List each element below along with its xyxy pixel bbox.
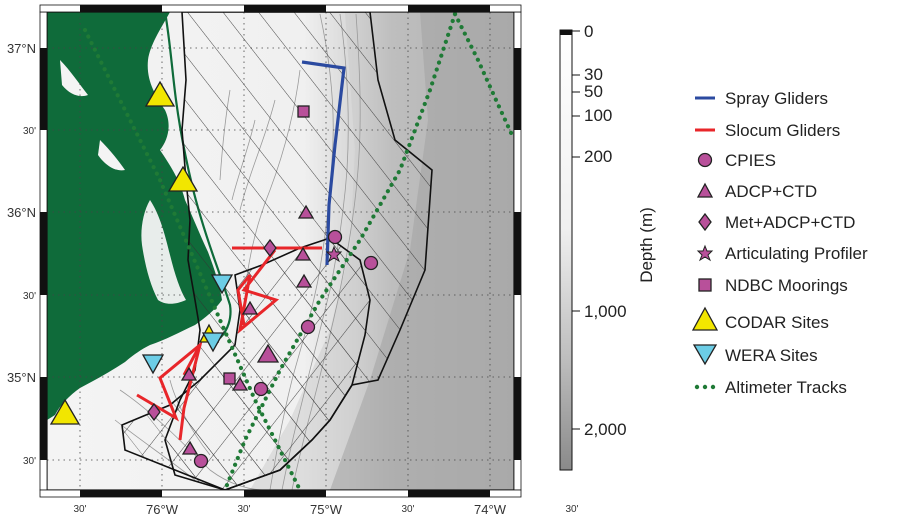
adcp-marker — [297, 204, 315, 219]
svg-text:NDBC Moorings: NDBC Moorings — [725, 276, 848, 295]
lat-label: 30' — [23, 126, 36, 137]
lat-label: 37°N — [7, 41, 36, 56]
colorbar-gradient — [559, 29, 573, 471]
adcp-marker-large — [256, 343, 280, 363]
codar-triangle-icon — [691, 306, 719, 331]
cpies-marker — [300, 319, 316, 335]
frame-ticks — [39, 4, 522, 498]
depth-tick: 200 — [584, 147, 612, 166]
cpies-marker — [327, 229, 343, 245]
cpies-marker — [363, 255, 379, 271]
svg-text:Articulating Profiler: Articulating Profiler — [725, 244, 868, 263]
svg-text:Altimeter Tracks: Altimeter Tracks — [725, 378, 847, 397]
altimeter-tracks — [82, 12, 514, 490]
depth-tick: 2,000 — [584, 420, 627, 439]
lon-label: 74°W — [474, 502, 507, 517]
star-icon — [696, 244, 714, 262]
legend-item-wera: WERA Sites — [692, 344, 818, 366]
graticule — [47, 12, 514, 490]
latitude-labels: 37°N 30' 36°N 30' 35°N 30' — [7, 41, 36, 467]
ndbc-markers — [223, 105, 310, 385]
adcp-marker — [231, 376, 249, 391]
depth-tick: 1,000 — [584, 302, 627, 321]
legend-item-cpies: CPIES — [697, 151, 776, 170]
adcp-marker — [295, 273, 313, 288]
codar-marker — [167, 165, 199, 192]
wera-triangle-icon — [692, 344, 718, 366]
lat-label: 35°N — [7, 370, 36, 385]
articulating-profiler-marker — [325, 245, 343, 263]
lon-label: 30' — [237, 504, 250, 515]
legend-item-spray: Spray Gliders — [695, 89, 828, 108]
cpies-marker — [193, 453, 209, 469]
met-adcp-marker — [263, 238, 277, 258]
triangle-icon — [696, 182, 714, 198]
adcp-marker — [294, 246, 312, 261]
lat-label: 30' — [23, 456, 36, 467]
svg-text:CPIES: CPIES — [725, 151, 776, 170]
depth-colorbar: 0 30 50 100 200 1,000 2,000 Depth (m) — [559, 22, 656, 471]
svg-text:Slocum Gliders: Slocum Gliders — [725, 121, 840, 140]
codar-marker — [144, 80, 176, 107]
diamond-icon — [698, 212, 712, 232]
svg-text:Met+ADCP+CTD: Met+ADCP+CTD — [725, 213, 855, 232]
lat-label: 30' — [23, 291, 36, 302]
met-adcp-marker — [147, 402, 161, 422]
dots-icon — [694, 384, 716, 390]
square-icon — [698, 278, 712, 292]
wera-marker — [201, 332, 225, 353]
codar-marker — [49, 398, 81, 425]
legend-item-adcp: ADCP+CTD — [696, 182, 817, 201]
longitude-labels: 30' 76°W 30' 75°W 30' 74°W 30' — [73, 502, 578, 517]
met-adcp-markers — [147, 238, 277, 422]
depth-tick: 0 — [584, 22, 593, 41]
ndbc-marker — [223, 372, 236, 385]
adcp-marker — [181, 440, 199, 455]
land-mass — [47, 12, 222, 420]
svg-text:ADCP+CTD: ADCP+CTD — [725, 182, 817, 201]
lon-label: 76°W — [146, 502, 179, 517]
adcp-marker — [180, 366, 198, 381]
lon-label: 30' — [401, 504, 414, 515]
pamlico-sound — [141, 200, 186, 304]
legend-item-profiler: Articulating Profiler — [696, 244, 868, 263]
depth-axis-title: Depth (m) — [637, 207, 656, 283]
spray-glider-track — [301, 60, 346, 266]
map-area[interactable] — [47, 12, 520, 490]
legend: Spray Gliders Slocum Gliders CPIES ADCP+… — [691, 89, 868, 397]
ndbc-marker — [297, 105, 310, 118]
svg-text:WERA Sites: WERA Sites — [725, 346, 818, 365]
depth-tick: 100 — [584, 106, 612, 125]
depth-tick: 50 — [584, 82, 603, 101]
wera-markers — [141, 274, 234, 375]
wera-marker — [210, 274, 234, 295]
inner-region-crosshatch — [122, 238, 370, 490]
legend-item-slocum: Slocum Gliders — [695, 121, 840, 140]
svg-text:Spray Gliders: Spray Gliders — [725, 89, 828, 108]
adcp-markers — [180, 204, 315, 455]
lon-label: 30' — [565, 504, 578, 515]
legend-item-ndbc: NDBC Moorings — [698, 276, 848, 295]
wera-marker — [141, 354, 165, 375]
legend-item-altimeter: Altimeter Tracks — [694, 378, 847, 397]
slocum-glider-tracks — [136, 246, 322, 441]
cpies-markers — [193, 229, 379, 469]
legend-item-met-adcp: Met+ADCP+CTD — [698, 212, 855, 232]
circle-icon — [697, 152, 713, 168]
bay — [60, 60, 88, 97]
svg-text:CODAR Sites: CODAR Sites — [725, 313, 829, 332]
depth-tick: 30 — [584, 65, 603, 84]
adcp-marker — [241, 300, 259, 315]
colorbar-top — [560, 30, 572, 35]
lon-label: 75°W — [310, 502, 343, 517]
lat-label: 36°N — [7, 205, 36, 220]
legend-item-codar: CODAR Sites — [691, 306, 829, 332]
lon-label: 30' — [73, 504, 86, 515]
inlet — [98, 140, 125, 171]
cpies-marker — [253, 381, 269, 397]
